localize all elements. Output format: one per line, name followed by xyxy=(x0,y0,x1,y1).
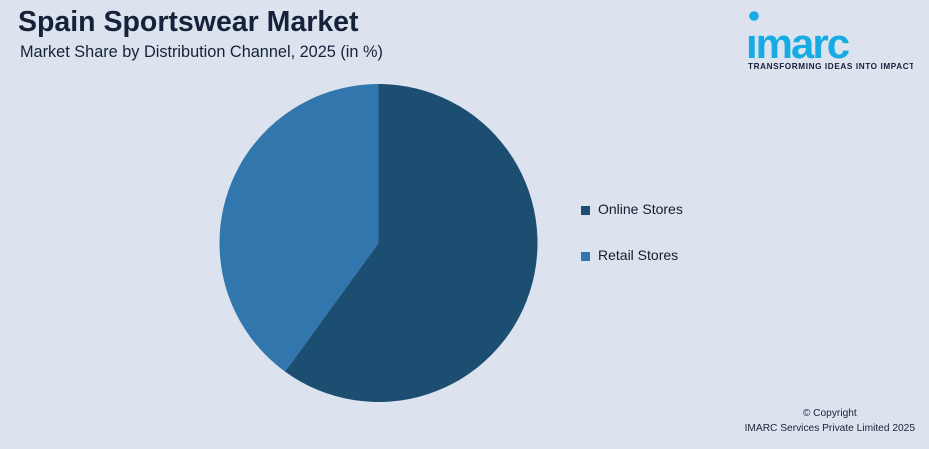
svg-text:imarc: imarc xyxy=(748,20,850,67)
svg-text:TRANSFORMING IDEAS INTO IMPACT: TRANSFORMING IDEAS INTO IMPACT xyxy=(748,62,913,70)
